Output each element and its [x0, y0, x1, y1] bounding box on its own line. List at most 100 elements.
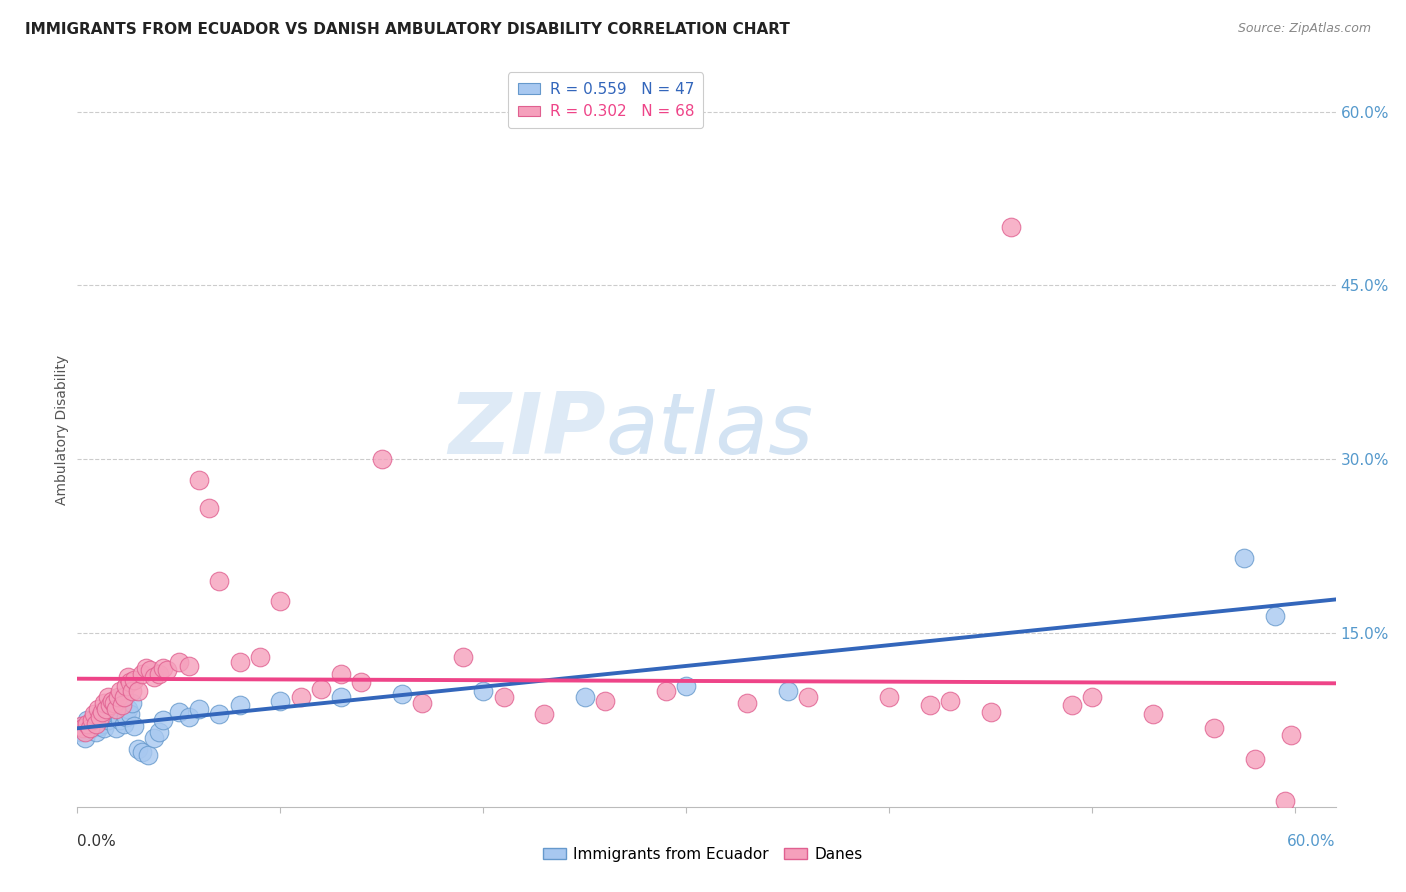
Point	[1279, 728, 1302, 742]
Point	[188, 701, 211, 715]
Point	[350, 675, 373, 690]
Point	[269, 693, 291, 707]
Point	[79, 722, 101, 736]
Point	[83, 716, 105, 731]
Point	[655, 684, 678, 698]
Point	[249, 649, 271, 664]
Point	[330, 667, 353, 681]
Point	[103, 701, 125, 715]
Point	[188, 473, 211, 487]
Point	[309, 681, 332, 696]
Text: ZIP: ZIP	[449, 389, 606, 472]
Point	[228, 698, 250, 713]
Point	[72, 722, 94, 736]
Point	[918, 698, 941, 713]
Text: Source: ZipAtlas.com: Source: ZipAtlas.com	[1237, 22, 1371, 36]
Point	[120, 707, 142, 722]
Point	[177, 658, 200, 673]
Point	[72, 722, 94, 736]
Point	[75, 724, 97, 739]
Point	[70, 724, 93, 739]
Point	[135, 661, 157, 675]
Point	[115, 710, 138, 724]
Point	[208, 574, 231, 589]
Point	[143, 670, 166, 684]
Point	[1000, 220, 1022, 235]
Point	[939, 693, 962, 707]
Point	[84, 716, 107, 731]
Point	[94, 701, 117, 715]
Point	[104, 701, 127, 715]
Point	[167, 705, 190, 719]
Point	[131, 745, 153, 759]
Point	[101, 710, 124, 724]
Point	[411, 696, 433, 710]
Point	[391, 687, 413, 701]
Point	[198, 501, 221, 516]
Y-axis label: Ambulatory Disability: Ambulatory Disability	[55, 355, 69, 506]
Point	[107, 690, 129, 705]
Point	[93, 722, 115, 736]
Point	[79, 719, 101, 733]
Point	[80, 722, 103, 736]
Point	[117, 670, 139, 684]
Point	[108, 714, 131, 728]
Point	[127, 684, 149, 698]
Point	[75, 731, 97, 745]
Point	[371, 452, 394, 467]
Point	[97, 714, 120, 728]
Point	[112, 716, 135, 731]
Point	[797, 690, 820, 705]
Point	[1081, 690, 1104, 705]
Point	[131, 667, 153, 681]
Point	[980, 705, 1002, 719]
Point	[111, 690, 134, 705]
Point	[76, 716, 98, 731]
Legend: R = 0.559   N = 47, R = 0.302   N = 68: R = 0.559 N = 47, R = 0.302 N = 68	[509, 72, 703, 128]
Text: 0.0%: 0.0%	[77, 834, 117, 848]
Point	[117, 701, 139, 715]
Point	[593, 693, 616, 707]
Point	[103, 696, 125, 710]
Point	[80, 714, 103, 728]
Point	[89, 719, 111, 733]
Point	[1264, 609, 1286, 624]
Point	[1243, 751, 1265, 765]
Point	[108, 684, 131, 698]
Point	[1060, 698, 1083, 713]
Point	[89, 710, 111, 724]
Point	[472, 684, 495, 698]
Point	[492, 690, 515, 705]
Point	[93, 696, 115, 710]
Point	[84, 724, 107, 739]
Point	[94, 707, 117, 722]
Point	[148, 667, 170, 681]
Point	[98, 705, 121, 719]
Point	[735, 696, 758, 710]
Point	[776, 684, 799, 698]
Point	[121, 684, 143, 698]
Point	[70, 719, 93, 733]
Point	[290, 690, 312, 705]
Point	[86, 701, 108, 715]
Point	[1142, 707, 1164, 722]
Point	[107, 707, 129, 722]
Point	[228, 655, 250, 669]
Point	[76, 714, 98, 728]
Point	[148, 724, 170, 739]
Point	[86, 710, 108, 724]
Point	[877, 690, 900, 705]
Text: IMMIGRANTS FROM ECUADOR VS DANISH AMBULATORY DISABILITY CORRELATION CHART: IMMIGRANTS FROM ECUADOR VS DANISH AMBULA…	[25, 22, 790, 37]
Point	[122, 719, 145, 733]
Point	[101, 693, 124, 707]
Point	[152, 714, 174, 728]
Point	[156, 664, 179, 678]
Point	[115, 679, 138, 693]
Point	[574, 690, 596, 705]
Point	[533, 707, 555, 722]
Point	[120, 675, 142, 690]
Point	[1274, 795, 1296, 808]
Point	[330, 690, 353, 705]
Point	[1233, 551, 1256, 566]
Point	[143, 731, 166, 745]
